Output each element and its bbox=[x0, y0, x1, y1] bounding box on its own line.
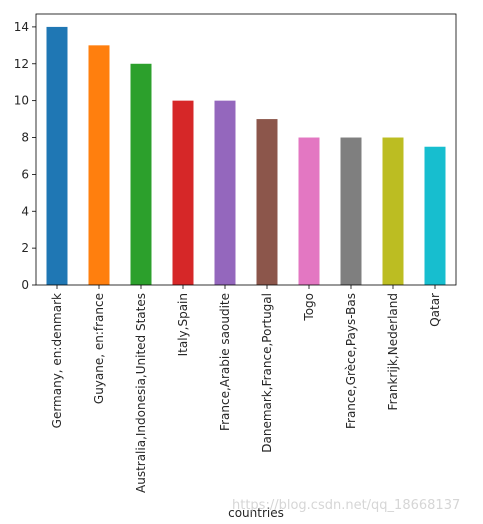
bar-2 bbox=[88, 45, 110, 286]
y-tick-label: 12 bbox=[14, 57, 29, 71]
x-axis-ticks: Germany, en:denmark Guyane, en:france Aust… bbox=[50, 285, 442, 493]
y-tick-label: 8 bbox=[21, 131, 29, 145]
bar-8 bbox=[340, 137, 362, 285]
x-tick-label: Italy,Spain bbox=[176, 293, 190, 356]
x-tick-label: Australia,Indonesia,United States bbox=[134, 293, 148, 493]
bar-5 bbox=[214, 100, 236, 285]
x-tick-label: France,Arabie saoudite bbox=[218, 293, 232, 431]
plot-frame bbox=[35, 13, 457, 286]
bars-group bbox=[46, 26, 446, 286]
bar-9 bbox=[382, 137, 404, 285]
x-tick-label: Guyane, en:france bbox=[92, 293, 106, 404]
x-tick-label: Togo bbox=[302, 293, 316, 322]
watermark: https://blog.csdn.net/qq_18668137 bbox=[232, 498, 461, 513]
bar-1 bbox=[46, 26, 68, 286]
bar-6 bbox=[256, 119, 278, 285]
y-tick-label: 14 bbox=[14, 20, 29, 34]
x-tick-label: Danemark,France,Portugal bbox=[260, 293, 274, 453]
x-tick-label: Frankrijk,Nederland bbox=[386, 293, 400, 410]
bar-10 bbox=[424, 146, 446, 285]
y-tick-label: 4 bbox=[21, 204, 29, 218]
x-tick-label: Qatar bbox=[428, 293, 442, 327]
y-tick-label: 10 bbox=[14, 94, 29, 108]
bar-7 bbox=[298, 137, 320, 285]
y-tick-label: 0 bbox=[21, 278, 29, 292]
y-tick-label: 2 bbox=[21, 241, 29, 255]
x-axis-label: countries bbox=[228, 506, 284, 520]
y-axis-ticks: 0 2 4 6 8 10 12 14 bbox=[14, 20, 36, 292]
bar-4 bbox=[172, 100, 194, 285]
x-tick-label: France,Grèce,Pays-Bas bbox=[344, 293, 358, 429]
x-tick-label: Germany, en:denmark bbox=[50, 293, 64, 428]
bar-3 bbox=[130, 63, 152, 285]
y-tick-label: 6 bbox=[21, 167, 29, 181]
